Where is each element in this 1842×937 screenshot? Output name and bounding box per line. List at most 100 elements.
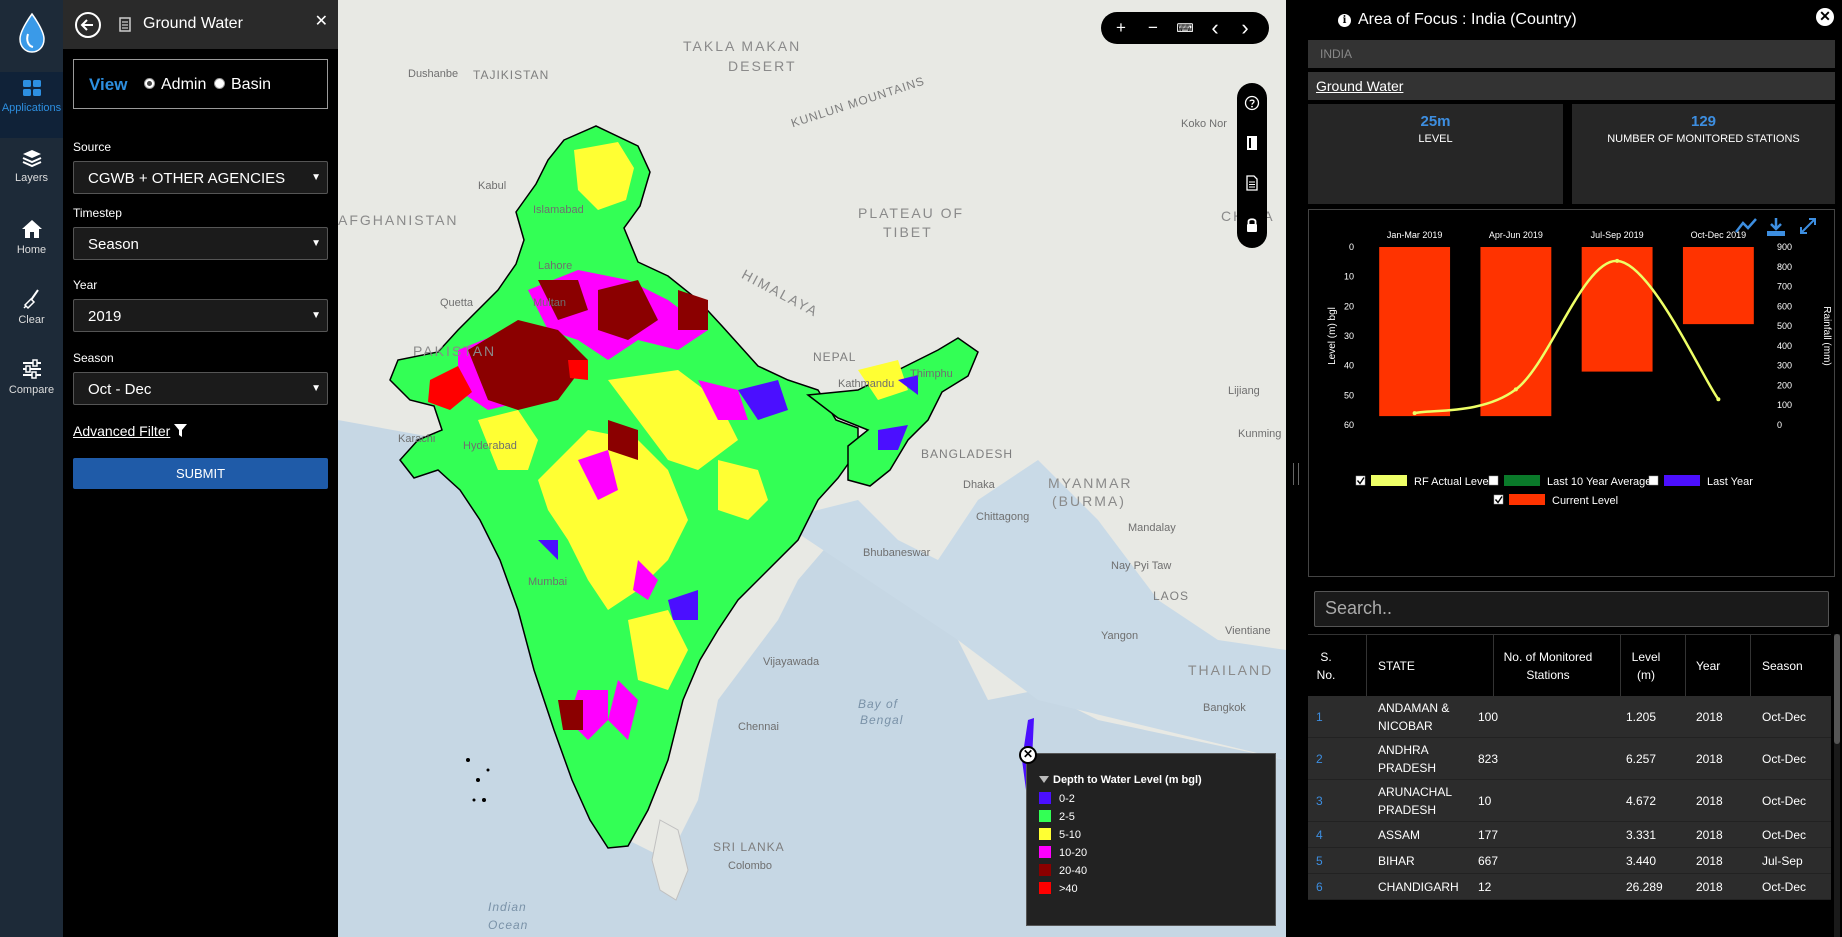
- cell-season: Oct-Dec: [1762, 827, 1807, 842]
- layer-link[interactable]: Ground Water: [1308, 72, 1835, 100]
- search-input[interactable]: Search..: [1314, 591, 1829, 627]
- legend-title[interactable]: Depth to Water Level (m bgl): [1039, 774, 1202, 786]
- back-button[interactable]: [75, 12, 101, 38]
- caret-down-icon: ▼: [311, 310, 321, 321]
- timestep-value: Season: [88, 236, 139, 253]
- radio-basin[interactable]: Basin: [214, 76, 271, 94]
- x-tick-label: Jul-Sep 2019: [1591, 230, 1644, 240]
- y2-tick-label: 300: [1777, 361, 1792, 371]
- table-row[interactable]: 3 ARUNACHAL PRADESH 10 4.672 2018 Oct-Dec: [1308, 780, 1831, 822]
- timestep-select[interactable]: Season ▼: [73, 227, 328, 260]
- legend-close-button[interactable]: ✕: [1019, 746, 1037, 764]
- table-row[interactable]: 1 ANDAMAN & NICOBAR 100 1.205 2018 Oct-Dec: [1308, 696, 1831, 738]
- download-icon[interactable]: [1766, 217, 1786, 237]
- y2-tick-label: 100: [1777, 400, 1792, 410]
- grid-icon: [22, 80, 41, 96]
- legend-item-label: 2-5: [1059, 811, 1075, 823]
- legend-swatch: [1371, 475, 1407, 486]
- radio-basin-label: Basin: [231, 76, 272, 93]
- table-row[interactable]: 5 BIHAR 667 3.440 2018 Jul-Sep: [1308, 848, 1831, 874]
- info-panel-close-button[interactable]: ✕: [1816, 8, 1834, 26]
- table-row[interactable]: 4 ASSAM 177 3.331 2018 Oct-Dec: [1308, 822, 1831, 848]
- season-select[interactable]: Oct - Dec ▼: [73, 372, 328, 405]
- sliders-icon: [22, 359, 41, 379]
- report-button[interactable]: [1237, 163, 1267, 203]
- line-point: [1716, 397, 1721, 402]
- legend-title-text: Depth to Water Level (m bgl): [1053, 774, 1202, 786]
- cell-level: 26.289: [1626, 879, 1663, 894]
- lock-button[interactable]: [1237, 205, 1267, 245]
- rail-item-home[interactable]: Home: [0, 212, 63, 278]
- y2-tick-label: 700: [1777, 282, 1792, 292]
- header-season[interactable]: Season: [1762, 659, 1803, 673]
- scrollbar-thumb[interactable]: [1834, 634, 1840, 744]
- info-icon: i: [1338, 14, 1351, 27]
- cell-sno[interactable]: 4: [1316, 827, 1323, 842]
- rail-item-compare[interactable]: Compare: [0, 352, 63, 418]
- header-state[interactable]: STATE: [1378, 659, 1415, 673]
- bookmark-button[interactable]: [1237, 123, 1267, 163]
- legend-label: RF Actual Level: [1414, 476, 1491, 488]
- level-value: 25m: [1420, 113, 1451, 130]
- trend-line-icon[interactable]: [1734, 217, 1758, 235]
- help-button[interactable]: [1237, 83, 1267, 123]
- panel-splitter[interactable]: [1286, 0, 1308, 937]
- header-divider: [1750, 635, 1751, 697]
- advanced-filter-link[interactable]: Advanced Filter: [73, 423, 188, 439]
- rail-item-layers[interactable]: Layers: [0, 142, 63, 208]
- cell-sno[interactable]: 6: [1316, 879, 1323, 894]
- map-view[interactable]: TAKLA MAKAN DESERT TAJIKISTAN Dushanbe AFGHA…: [338, 0, 1286, 937]
- depth-0-2-zones: [538, 375, 918, 620]
- table-row[interactable]: 6 CHANDIGARH 12 26.289 2018 Oct-Dec: [1308, 874, 1831, 900]
- header-sno[interactable]: S. No.: [1316, 650, 1336, 682]
- cell-year: 2018: [1696, 709, 1723, 724]
- header-year[interactable]: Year: [1696, 659, 1721, 673]
- y-tick-label: 10: [1344, 272, 1354, 282]
- submit-button[interactable]: SUBMIT: [73, 458, 328, 489]
- cell-sno[interactable]: 5: [1316, 853, 1323, 868]
- zoom-out-button[interactable]: −: [1148, 18, 1158, 37]
- year-select[interactable]: 2019 ▼: [73, 299, 328, 332]
- table-scrollbar[interactable]: [1834, 634, 1840, 937]
- rail-item-applications[interactable]: Applications: [0, 72, 63, 138]
- cell-sno[interactable]: 3: [1316, 793, 1323, 808]
- advanced-filter-label: Advanced Filter: [73, 423, 171, 439]
- source-select[interactable]: CGWB + OTHER AGENCIES ▼: [73, 161, 328, 194]
- region-breadcrumb: INDIA: [1308, 40, 1835, 68]
- next-extent-button[interactable]: ›: [1241, 15, 1249, 40]
- season-label: Season: [73, 351, 114, 365]
- home-icon: [21, 220, 42, 238]
- map-label: SRI LANKA: [713, 840, 785, 854]
- filter-icon: [174, 424, 188, 437]
- map-label: Chennai: [738, 721, 779, 733]
- y2-tick-label: 900: [1777, 242, 1792, 252]
- y2-tick-label: 500: [1777, 321, 1792, 331]
- rail-item-clear[interactable]: Clear: [0, 282, 63, 348]
- cell-sno[interactable]: 1: [1316, 709, 1323, 724]
- legend-label: Last 10 Year Average: [1547, 476, 1651, 488]
- water-drop-logo-icon: [19, 12, 45, 53]
- header-level[interactable]: Level (m): [1631, 650, 1661, 682]
- lock-icon: [1247, 218, 1257, 232]
- line-point: [1513, 387, 1518, 392]
- cell-stations: 10: [1478, 793, 1492, 808]
- level-card: 25m LEVEL: [1308, 104, 1563, 204]
- table-row[interactable]: 2 ANDHRA PRADESH 823 6.257 2018 Oct-Dec: [1308, 738, 1831, 780]
- line-rf-actual-level: [1414, 259, 1720, 415]
- map-label: Mandalay: [1128, 522, 1176, 534]
- previous-extent-button[interactable]: ‹: [1211, 15, 1219, 40]
- filter-panel: Ground Water ✕ View Admin Basin Source C…: [63, 0, 338, 937]
- keyboard-button[interactable]: ⌨: [1176, 21, 1194, 35]
- expand-icon[interactable]: [1799, 217, 1817, 235]
- panel-close-button[interactable]: ✕: [314, 13, 328, 30]
- cell-sno[interactable]: 2: [1316, 751, 1323, 766]
- map-label: Nay Pyi Taw: [1111, 560, 1172, 572]
- header-stations[interactable]: No. of Monitored Stations: [1503, 650, 1593, 682]
- zoom-in-button[interactable]: +: [1116, 18, 1126, 37]
- legend-swatch: [1039, 828, 1051, 840]
- y2-tick-label: 600: [1777, 301, 1792, 311]
- legend-item: 10-20: [1039, 846, 1087, 859]
- radio-admin[interactable]: Admin: [144, 76, 206, 94]
- splitter-grip[interactable]: [1293, 463, 1299, 485]
- y-tick-label: 30: [1344, 331, 1354, 341]
